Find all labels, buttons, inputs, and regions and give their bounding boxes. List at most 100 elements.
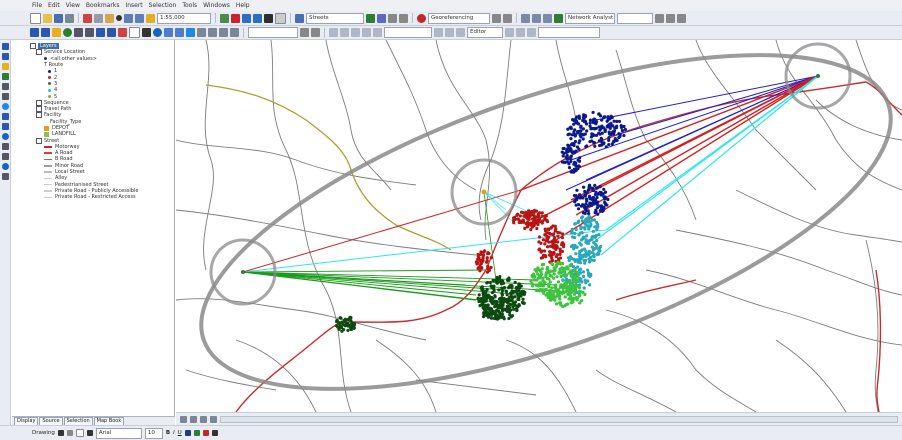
add-data-icon[interactable] <box>146 13 155 23</box>
swipe-icon[interactable] <box>532 13 541 23</box>
menu-windows[interactable]: Windows <box>203 2 230 9</box>
zoom-in-icon[interactable] <box>1 43 9 50</box>
globe-icon[interactable] <box>1 103 9 110</box>
tool-icon[interactable] <box>1 143 9 150</box>
line-color-icon[interactable] <box>202 430 209 436</box>
solve-icon[interactable] <box>366 13 375 23</box>
find-route-icon[interactable] <box>208 28 217 37</box>
pan-icon[interactable] <box>52 28 61 37</box>
rotate-icon[interactable] <box>66 430 73 436</box>
tool-icon[interactable] <box>456 28 465 37</box>
layer-checkbox[interactable] <box>36 137 42 144</box>
pause-icon[interactable] <box>210 415 217 423</box>
editor-icon[interactable] <box>220 13 229 23</box>
menu-selection[interactable]: Selection <box>148 2 177 9</box>
bold-button[interactable]: B <box>165 430 171 436</box>
effects-icon[interactable] <box>521 13 530 23</box>
menu-edit[interactable]: Edit <box>48 2 60 9</box>
tool-icon[interactable] <box>340 28 349 37</box>
toc-street[interactable]: Street <box>30 137 174 144</box>
full-extent-icon[interactable] <box>1 73 9 80</box>
zoom-out-icon[interactable] <box>1 53 9 60</box>
expand-toggle[interactable] <box>30 43 36 50</box>
time-slider-icon[interactable] <box>230 28 239 37</box>
horizontal-scrollbar[interactable] <box>220 415 898 423</box>
pan-icon[interactable] <box>1 63 9 70</box>
zoom-in-icon[interactable] <box>30 28 39 37</box>
tool-icon[interactable] <box>1 173 9 180</box>
new-map-icon[interactable] <box>30 12 41 24</box>
toc-facility[interactable]: Facility <box>30 112 174 119</box>
copy-icon[interactable] <box>94 13 103 23</box>
tool-icon[interactable] <box>362 28 371 37</box>
menu-view[interactable]: View <box>65 2 80 9</box>
layer-checkbox[interactable] <box>36 99 42 106</box>
paste-icon[interactable] <box>105 13 114 23</box>
menu-file[interactable]: File <box>32 2 43 9</box>
network-window-icon[interactable] <box>377 13 386 23</box>
menu-tools[interactable]: Tools <box>182 2 198 9</box>
tool-icon[interactable] <box>1 83 9 90</box>
drawing-menu[interactable]: Drawing <box>32 430 55 436</box>
directions-icon[interactable] <box>388 13 397 23</box>
toc-travel-path[interactable]: Travel Path <box>30 106 174 113</box>
tool-icon[interactable] <box>1 163 9 170</box>
fixed-zoom-icon[interactable] <box>85 28 94 37</box>
zoom-icon[interactable] <box>677 13 686 23</box>
font-color-icon[interactable] <box>184 430 191 436</box>
identify-icon[interactable] <box>1 133 9 140</box>
refresh-icon[interactable] <box>200 415 207 423</box>
identify-icon[interactable] <box>153 28 162 37</box>
tool-icon[interactable] <box>1 153 9 160</box>
menu-help[interactable]: Help <box>235 2 250 9</box>
font-size-select[interactable]: 10 <box>144 427 163 439</box>
map-canvas[interactable] <box>176 40 902 412</box>
record-icon[interactable] <box>417 13 426 23</box>
tool-icon[interactable] <box>329 28 338 37</box>
cut-icon[interactable] <box>83 13 92 23</box>
select-elements-icon[interactable] <box>142 28 151 37</box>
delete-icon[interactable] <box>116 15 122 21</box>
tool-select[interactable] <box>384 27 432 38</box>
tool-icon[interactable] <box>445 28 454 37</box>
text-icon[interactable] <box>86 430 93 436</box>
tool-icon[interactable] <box>373 28 382 37</box>
rectangle-icon[interactable] <box>75 429 84 437</box>
go-to-xy-icon[interactable] <box>219 28 228 37</box>
zoom-icon[interactable] <box>666 13 675 23</box>
model-builder-icon[interactable] <box>275 12 286 24</box>
layer-checkbox[interactable] <box>36 49 42 56</box>
layer-icon[interactable] <box>300 28 309 37</box>
menu-bookmarks[interactable]: Bookmarks <box>85 2 120 9</box>
layer-select[interactable] <box>248 27 298 38</box>
tool-icon[interactable] <box>1 113 9 120</box>
italic-button[interactable]: I <box>173 430 175 436</box>
edit-tool-icon[interactable] <box>527 28 536 37</box>
underline-button[interactable]: U <box>177 430 182 436</box>
toc-layers[interactable]: Layers <box>30 43 174 50</box>
marker-color-icon[interactable] <box>211 430 218 436</box>
map-scale-select[interactable]: 1:55,000 <box>157 12 211 24</box>
build-icon[interactable] <box>399 13 408 23</box>
tool-icon[interactable] <box>351 28 360 37</box>
edit-select[interactable] <box>538 27 600 38</box>
undo-icon[interactable] <box>124 13 133 23</box>
arctoolbox-icon[interactable] <box>231 13 240 23</box>
hyperlink-icon[interactable] <box>164 28 173 37</box>
open-icon[interactable] <box>43 13 52 23</box>
analysis-select[interactable] <box>617 12 653 24</box>
back-icon[interactable] <box>96 28 105 37</box>
tool-icon[interactable] <box>434 28 443 37</box>
font-select[interactable]: Arial <box>95 427 142 439</box>
menu-insert[interactable]: Insert <box>125 2 143 9</box>
redo-icon[interactable] <box>135 13 144 23</box>
table-icon[interactable] <box>554 13 563 23</box>
network-analyst-icon[interactable] <box>295 13 304 23</box>
fill-color-icon[interactable] <box>193 430 200 436</box>
measure-icon[interactable] <box>186 28 195 37</box>
flicker-icon[interactable] <box>543 13 552 23</box>
edit-tool-icon[interactable] <box>516 28 525 37</box>
python-icon[interactable] <box>264 13 273 23</box>
edit-tool-icon[interactable] <box>505 28 514 37</box>
find-icon[interactable] <box>197 28 206 37</box>
